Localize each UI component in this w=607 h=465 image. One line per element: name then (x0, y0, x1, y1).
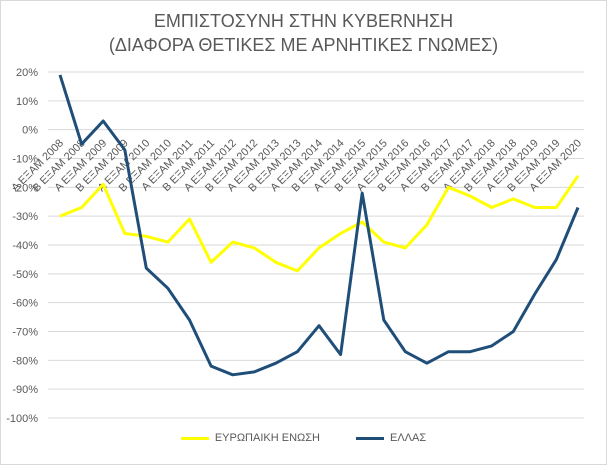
legend-label-greece: ΕΛΛΑΣ (389, 432, 427, 444)
series-line-greece (58, 74, 580, 377)
series-line-eu (59, 174, 580, 273)
y-tick-label: -70% (12, 327, 38, 339)
y-tick-label: -40% (12, 240, 38, 252)
y-tick-label: -20% (12, 182, 38, 194)
y-tick-label: -80% (12, 355, 38, 367)
legend-label-eu: ΕΥΡΩΠΑΙΚΗ ΕΝΩΣΗ (214, 432, 320, 444)
gridlines (48, 71, 584, 419)
y-axis-ticks: 20% 10% 0% -10% -20% -30% -40% -50% -60% -70% -80%… (6, 67, 38, 425)
y-tick-label: -90% (12, 384, 38, 396)
y-tick-label: -10% (12, 154, 38, 166)
chart-title: ΕΜΠΙΣΤΟΣΥΝΗ ΣΤΗΝ ΚΥΒΕRΝΗΣΗ (153, 11, 454, 31)
chart-subtitle: (ΔΙΑΦΟΡΑ ΘΕΤΙΚΕΣ ΜΕ ΑΡΝΗΤΙΚΕΣ ΓΝΩΜΕΣ) (108, 35, 499, 55)
y-tick-label: 0% (22, 125, 38, 137)
y-tick-label: 20% (16, 67, 38, 79)
legend-item-eu: ΕΥΡΩΠΑΙΚΗ ΕΝΩΣΗ (180, 432, 320, 444)
y-tick-label: 10% (16, 96, 38, 108)
legend: ΕΥΡΩΠΑΙΚΗ ΕΝΩΣΗ ΕΛΛΑΣ (0, 432, 607, 444)
legend-item-greece: ΕΛΛΑΣ (355, 432, 427, 444)
legend-swatch-greece (355, 436, 384, 440)
y-tick-label: -50% (12, 269, 38, 281)
y-tick-label: -30% (12, 211, 38, 223)
series-lines (58, 74, 580, 377)
legend-swatch-eu (180, 436, 209, 440)
y-tick-label: -60% (12, 298, 38, 310)
y-tick-label: -100% (6, 413, 38, 425)
